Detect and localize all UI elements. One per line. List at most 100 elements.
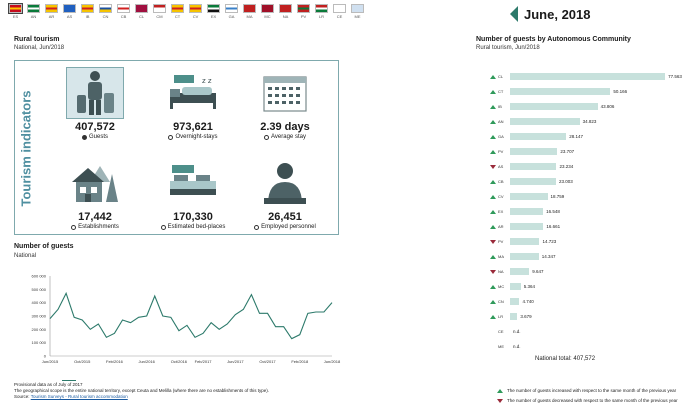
source-link[interactable]: Tourism Surveys - Rural tourism accommod…: [30, 394, 128, 399]
increase-arrow-icon: [490, 224, 496, 229]
legend-decrease: The number of guests decreased with resp…: [497, 398, 678, 403]
flag-icon: [207, 4, 220, 13]
overnight-stays-radio[interactable]: [168, 134, 174, 140]
indicator-bed-places-value: 170,330: [173, 211, 213, 223]
region-code: CL: [138, 14, 145, 19]
indicator-employed-value: 26,451: [268, 211, 302, 223]
indicator-overnight-stays[interactable]: z z 973,621 Overnight-stays: [145, 67, 241, 140]
indicator-employed-personnel[interactable]: 26,451 Employed personnel: [237, 157, 333, 230]
region-flag-cl[interactable]: CL: [134, 4, 149, 19]
region-flag-me[interactable]: ME: [350, 4, 365, 19]
y-tick-label: 600 000: [32, 274, 47, 279]
x-tick-label: Feb/2017: [195, 359, 213, 364]
month-title: June, 2018: [524, 6, 591, 22]
community-code: CB: [498, 179, 504, 184]
community-code: MC: [498, 284, 505, 289]
establishments-radio[interactable]: [71, 224, 77, 230]
decrease-arrow-icon: [490, 164, 496, 169]
region-flag-cb[interactable]: CB: [116, 4, 131, 19]
x-tick-label: Oct/2016: [171, 359, 188, 364]
community-code: ME: [498, 344, 504, 349]
region-flag-cn[interactable]: CN: [98, 4, 113, 19]
region-flag-ar[interactable]: AR: [44, 4, 59, 19]
indicator-employed-label: Employed personnel: [261, 224, 316, 230]
flag-icon: [333, 4, 346, 13]
staff-icon: [256, 157, 314, 209]
y-tick-label: 0: [44, 354, 47, 359]
x-tick-label: Jun/2017: [227, 359, 244, 364]
community-code: NA: [498, 269, 504, 274]
guests-radio[interactable]: [81, 134, 87, 140]
community-value-label: 23.234: [559, 164, 574, 169]
region-flag-ex[interactable]: EX: [206, 4, 221, 19]
region-flag-es[interactable]: ES: [8, 3, 23, 19]
flag-icon: [99, 4, 112, 13]
average-stay-radio[interactable]: [264, 134, 270, 140]
bed-places-radio[interactable]: [160, 224, 166, 230]
region-flag-ct[interactable]: CT: [170, 4, 185, 19]
community-code: GA: [498, 134, 504, 139]
x-tick-label: Oct/2017: [259, 359, 276, 364]
increase-arrow-icon: [497, 388, 503, 393]
community-code: IB: [498, 104, 502, 109]
month-selector[interactable]: June, 2018: [510, 6, 591, 22]
increase-arrow-icon: [490, 194, 496, 199]
indicator-establishments[interactable]: 17,442 Establishments: [47, 157, 143, 230]
community-bar: [510, 88, 611, 95]
community-bar: [510, 208, 544, 215]
x-tick-label: Feb/2016: [106, 359, 124, 364]
indicator-bed-places[interactable]: 170,330 Estimated bed-places: [145, 157, 241, 230]
region-code: CE: [336, 14, 343, 19]
increase-arrow-icon: [490, 314, 496, 319]
indicator-average-stay[interactable]: 2.39 days Average stay: [237, 67, 333, 140]
employed-personnel-radio[interactable]: [254, 224, 260, 230]
flag-icon: [351, 4, 364, 13]
region-flag-as[interactable]: AS: [62, 4, 77, 19]
community-bar: [510, 193, 548, 200]
community-code: AS: [498, 164, 504, 169]
increase-arrow-icon: [490, 134, 496, 139]
flag-icon: [279, 4, 292, 13]
community-value-label: 14.723: [542, 239, 557, 244]
community-value-label: 3.679: [520, 314, 532, 319]
region-flag-ce[interactable]: CE: [332, 4, 347, 19]
x-tick-label: Jun/2015: [42, 359, 59, 364]
community-value-label: n.d.: [513, 329, 521, 334]
community-code: MA: [498, 254, 504, 259]
x-tick-label: Feb/2018: [291, 359, 309, 364]
decrease-arrow-icon: [497, 398, 503, 403]
region-flag-an[interactable]: AN: [26, 4, 41, 19]
increase-arrow-icon: [490, 74, 496, 79]
region-flag-cv[interactable]: CV: [188, 4, 203, 19]
region-flag-ga[interactable]: GA: [224, 4, 239, 19]
region-flag-na[interactable]: NA: [278, 4, 293, 19]
region-flag-mc[interactable]: MC: [260, 4, 275, 19]
region-flag-ma[interactable]: MA: [242, 4, 257, 19]
flag-icon: [171, 4, 184, 13]
previous-month-arrow-icon[interactable]: [510, 6, 518, 22]
footnote: Provisional data as of July of 2017 The …: [14, 382, 269, 400]
rural-tourism-title: Rural tourism: [14, 36, 60, 43]
flag-icon: [315, 4, 328, 13]
region-code: AS: [66, 14, 73, 19]
indicator-guests[interactable]: 407,572 Guests: [47, 67, 143, 140]
communities-chart-title: Number of guests by Autonomous Community: [476, 36, 631, 43]
indicator-average-stay-label: Average stay: [271, 134, 306, 140]
y-tick-label: 100 000: [32, 340, 47, 345]
flag-icon: [243, 4, 256, 13]
region-flag-cm[interactable]: CM: [152, 4, 167, 19]
community-value-label: 23.003: [559, 179, 573, 184]
region-flag-ib[interactable]: IB: [80, 4, 95, 19]
series-legend-line: [62, 380, 76, 381]
region-flag-lr[interactable]: LR: [314, 4, 329, 19]
region-code: LR: [318, 14, 325, 19]
community-value-label: n.d.: [513, 344, 521, 349]
region-code: GA: [228, 14, 235, 19]
guests-series-line: [49, 291, 333, 340]
region-flag-pv[interactable]: PV: [296, 4, 311, 19]
y-tick-label: 400 000: [32, 300, 47, 305]
tourism-indicators-panel: Tourism indicators 407,572 Guests: [14, 60, 339, 235]
region-code: ME: [354, 14, 361, 19]
region-flag-bar: ES AN AR AS IB CN CB CL CM CT CV EX GA MA MC NA PV LR CE ME: [8, 3, 365, 19]
flag-icon: [63, 4, 76, 13]
